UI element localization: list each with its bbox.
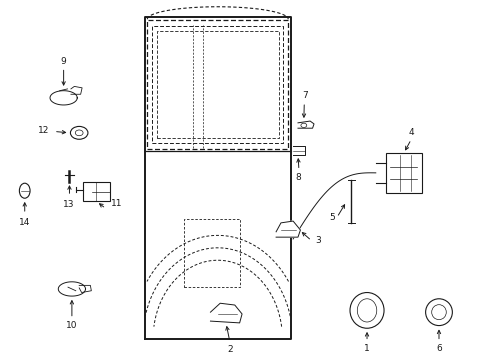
Text: 14: 14: [19, 217, 30, 226]
Polygon shape: [79, 285, 91, 293]
Polygon shape: [58, 282, 85, 296]
Text: 13: 13: [62, 200, 74, 209]
Text: 1: 1: [364, 344, 369, 353]
Text: 11: 11: [111, 199, 122, 208]
Text: 12: 12: [38, 126, 49, 135]
Polygon shape: [50, 91, 77, 105]
Text: 9: 9: [61, 57, 66, 66]
Text: 8: 8: [294, 173, 300, 182]
Ellipse shape: [349, 293, 383, 328]
Polygon shape: [276, 221, 300, 237]
Ellipse shape: [357, 299, 376, 322]
Text: 5: 5: [328, 213, 334, 222]
Ellipse shape: [425, 299, 451, 325]
Polygon shape: [297, 121, 313, 128]
Bar: [385, 153, 421, 193]
Circle shape: [300, 123, 306, 127]
Text: 6: 6: [435, 344, 441, 353]
Circle shape: [70, 126, 88, 139]
Text: 4: 4: [407, 128, 413, 137]
Ellipse shape: [431, 305, 446, 320]
Polygon shape: [292, 146, 305, 155]
Ellipse shape: [20, 183, 30, 198]
Text: 2: 2: [226, 345, 232, 354]
Text: 3: 3: [314, 236, 320, 245]
Text: 10: 10: [66, 321, 78, 330]
Polygon shape: [210, 303, 242, 323]
Bar: [83, 182, 110, 202]
Circle shape: [75, 130, 83, 136]
Text: 7: 7: [302, 91, 307, 100]
Polygon shape: [71, 86, 82, 94]
